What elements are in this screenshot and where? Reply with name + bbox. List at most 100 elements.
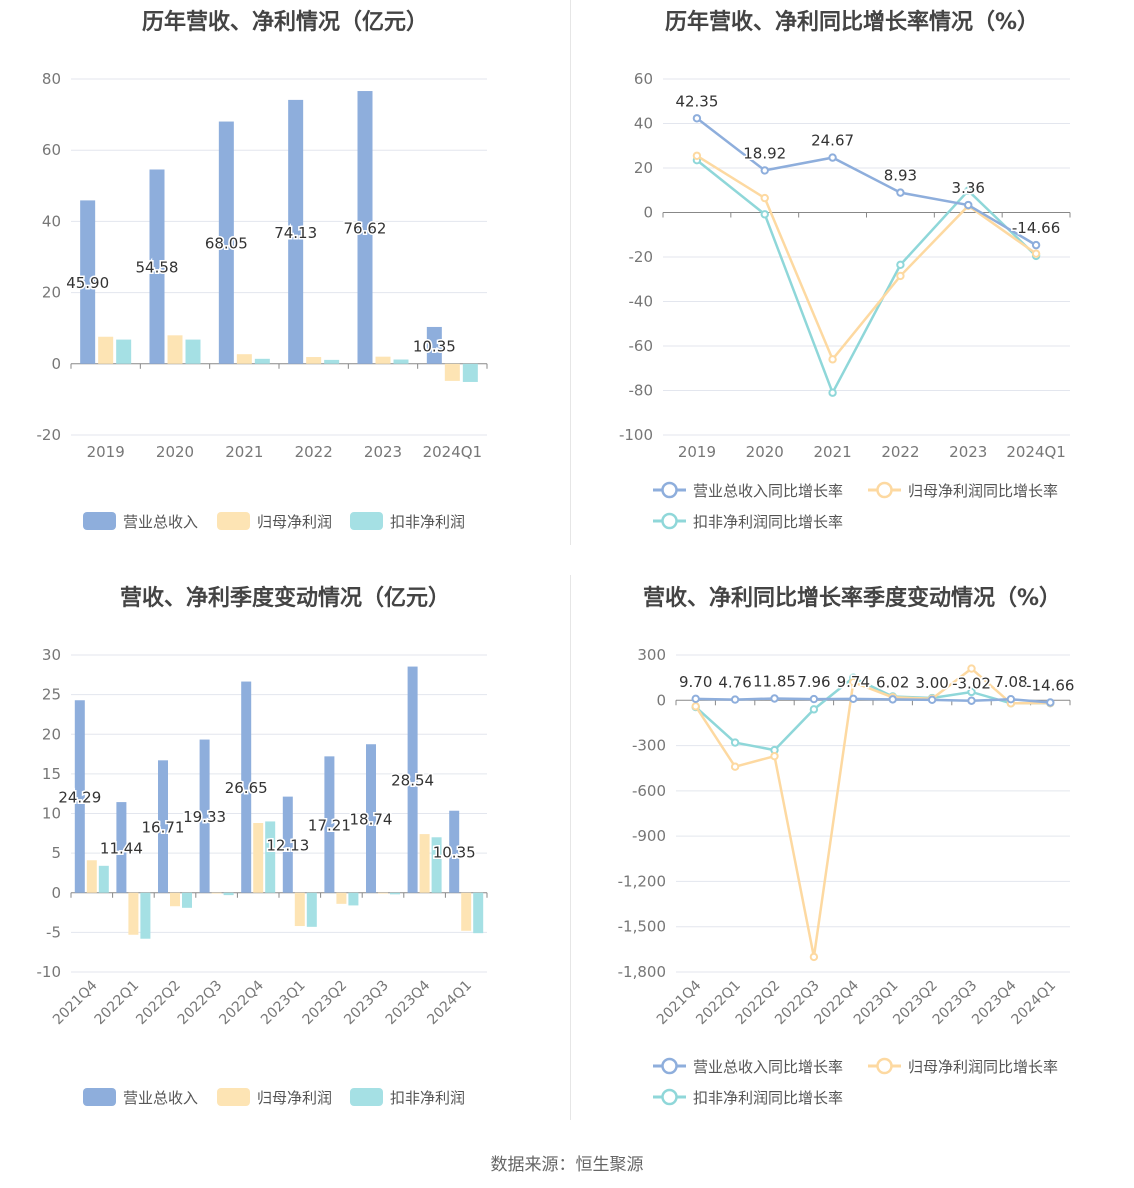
x-tick-label: 2024Q1 [423,443,483,461]
data-point [770,694,779,703]
y-tick-label: -80 [629,382,654,400]
x-tick-label: 2022Q2 [133,978,184,1029]
x-tick-label: 2019 [678,443,716,461]
data-label: 17.21 [308,817,351,835]
series-line-扣非净利润同比增长率 [694,676,1051,752]
legend-label: 归母净利润 [257,513,332,531]
data-label: 6.02 [876,673,909,691]
y-tick-label: -100 [619,426,653,444]
x-tick-label: 2021 [225,443,263,461]
y-tick-label: 40 [42,212,61,230]
legend-swatch [217,1088,250,1106]
quarterly-revenue-bar-chart: 302520151050-5-102021Q42022Q12022Q22022Q… [37,646,488,1107]
bar-归母净利润 [378,892,388,894]
data-point [828,355,837,364]
x-tick-label: 2020 [156,443,194,461]
data-point [967,664,976,673]
bar-归母净利润 [253,823,264,893]
data-point [760,193,769,203]
bar-扣非净利润 [140,892,151,939]
y-tick-label: -1,200 [618,872,666,890]
bar-营业总收入 [449,810,460,893]
data-label: 18.74 [350,810,393,828]
bar-归母净利润 [375,356,391,364]
y-tick-label: -1,800 [618,963,666,981]
bar-营业总收入 [426,326,442,364]
bar-扣非净利润 [390,892,400,895]
annual-growth-line-chart: 60 40 20 0 -20 -40 -60 -80 -100 2019 2020 2021 2022 2… [619,70,1071,531]
bar-归母净利润 [98,336,114,364]
bar-营业总收入 [357,91,373,364]
bar-扣非净利润 [462,363,478,382]
legend-swatch [350,1088,383,1106]
bar-扣非净利润 [182,892,192,908]
data-label: 68.05 [205,235,248,253]
data-label: 42.35 [675,92,718,110]
bar-归母净利润 [211,892,222,894]
bar-归母净利润 [444,363,460,381]
legend-label: 扣非净利润同比增长率 [693,513,843,531]
data-point [964,186,973,195]
y-tick-label: 20 [634,159,653,177]
x-tick-label: 2023Q2 [300,978,351,1029]
bar-扣非净利润 [223,892,234,896]
bar-营业总收入 [282,796,293,893]
annual-revenue-panel: 历年营收、净利情况（亿元） 80 60 40 20 0 -20 2019 2020 2021 20… [0,0,570,560]
data-point [760,166,769,175]
data-label: 76.62 [344,219,387,237]
data-point [967,696,976,705]
series-line-扣非净利润同比增长率 [696,159,1037,396]
y-tick-label: 30 [42,646,61,664]
y-tick-label: 0 [656,691,666,709]
data-point [896,260,905,269]
x-tick-label: 2022 [881,443,919,461]
bar-归母净利润 [86,860,97,893]
data-point [888,695,897,704]
data-point [849,677,858,687]
data-point [896,271,905,281]
bar-扣非净利润 [431,837,442,893]
y-tick-label: -900 [632,827,666,845]
series-line-营业总收入同比增长率 [695,697,1051,704]
data-point [692,114,702,123]
bar-营业总收入 [199,739,210,893]
bar-归母净利润 [170,892,180,907]
legend-label: 归母净利润 [257,1089,332,1107]
legend-label: 营业总收入 [123,1089,198,1107]
bar-营业总收入 [324,756,335,893]
data-point [1006,695,1016,704]
x-tick-label: 2024Q1 [1009,978,1060,1029]
y-tick-label: 60 [42,141,61,159]
data-label: 74.13 [274,224,317,242]
data-label: 4.76 [718,674,751,692]
legend-label: 营业总收入同比增长率 [693,482,843,500]
x-tick-label: 2022Q1 [92,978,143,1029]
data-label: 8.93 [884,167,917,185]
bar-扣非净利润 [393,359,409,364]
bar-扣非净利润 [473,892,484,934]
y-tick-label: 5 [51,844,61,862]
data-point [964,200,973,210]
bar-扣非净利润 [185,339,201,364]
data-label: 3.00 [915,674,948,692]
annual-growth-panel: 历年营收、净利同比增长率情况（%） 60 40 20 0 -20 -40 -60 -80 -10… [570,0,1134,560]
chart-title: 营收、净利季度变动情况（亿元） [119,586,450,611]
data-label: 10.35 [413,337,456,355]
y-tick-label: 20 [42,725,61,743]
data-point [730,738,740,747]
data-point [967,687,976,697]
y-tick-label: 15 [42,765,61,783]
y-tick-label: -1,500 [618,918,666,936]
legend-swatch [217,512,250,530]
legend-marker [661,512,678,530]
data-point [691,694,700,704]
bar-营业总收入 [149,169,165,364]
bar-归母净利润 [294,892,305,927]
data-point [809,705,819,714]
legend-marker [661,1088,678,1106]
bar-归母净利润 [167,335,183,364]
x-tick-label: 2023Q4 [383,977,434,1028]
data-label: 3.36 [952,179,985,197]
chart-title: 历年营收、净利同比增长率情况（%） [664,10,1040,35]
data-point [760,210,769,219]
